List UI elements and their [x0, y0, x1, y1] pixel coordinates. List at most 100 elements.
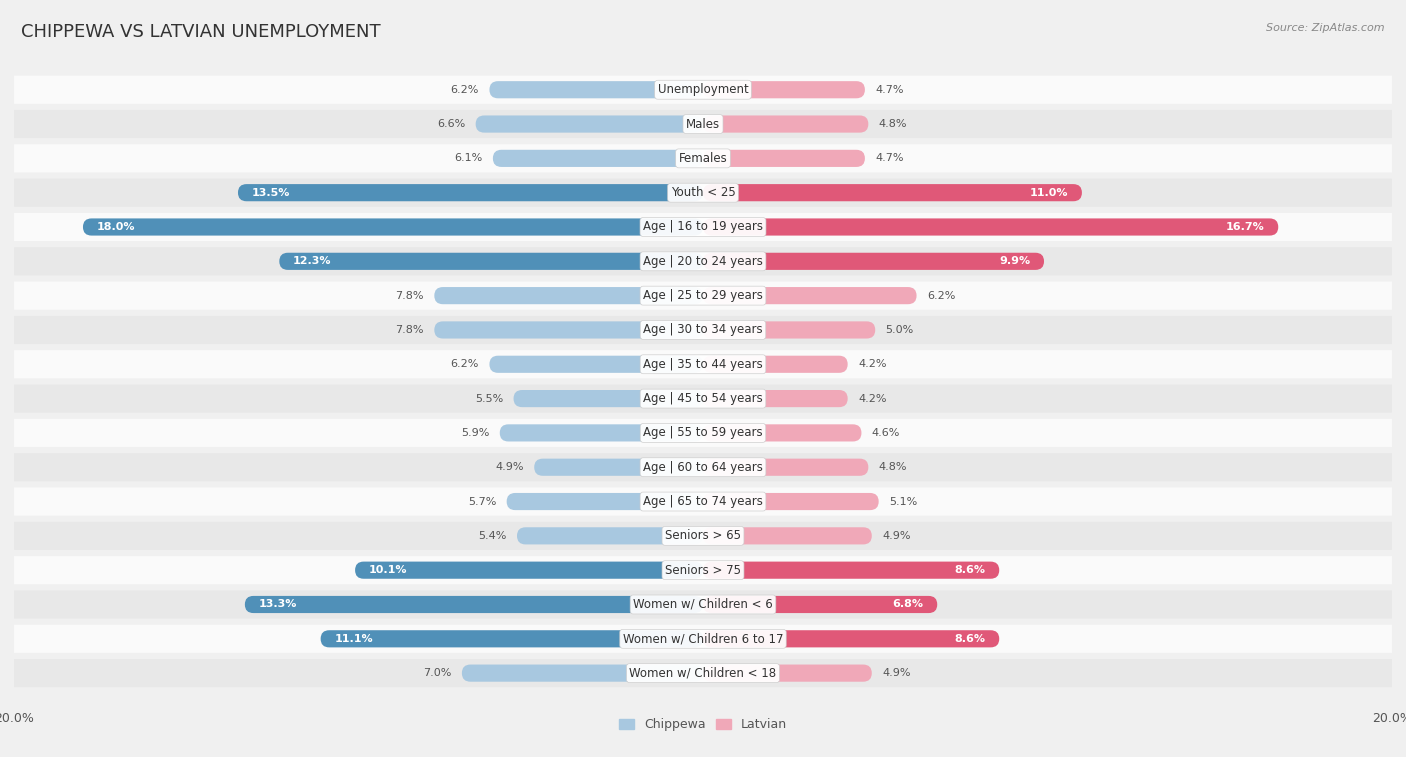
Text: 4.8%: 4.8%: [879, 463, 907, 472]
FancyBboxPatch shape: [461, 665, 703, 682]
FancyBboxPatch shape: [703, 562, 1000, 579]
FancyBboxPatch shape: [703, 287, 917, 304]
Text: Age | 55 to 59 years: Age | 55 to 59 years: [643, 426, 763, 439]
FancyBboxPatch shape: [14, 179, 1392, 207]
Text: Age | 45 to 54 years: Age | 45 to 54 years: [643, 392, 763, 405]
Text: Age | 60 to 64 years: Age | 60 to 64 years: [643, 461, 763, 474]
Text: 11.0%: 11.0%: [1029, 188, 1069, 198]
Text: Women w/ Children < 6: Women w/ Children < 6: [633, 598, 773, 611]
FancyBboxPatch shape: [489, 356, 703, 373]
FancyBboxPatch shape: [703, 184, 1083, 201]
Text: 6.8%: 6.8%: [893, 600, 924, 609]
Text: Youth < 25: Youth < 25: [671, 186, 735, 199]
FancyBboxPatch shape: [14, 385, 1392, 413]
FancyBboxPatch shape: [703, 322, 875, 338]
Text: Females: Females: [679, 152, 727, 165]
FancyBboxPatch shape: [703, 425, 862, 441]
FancyBboxPatch shape: [434, 322, 703, 338]
FancyBboxPatch shape: [506, 493, 703, 510]
FancyBboxPatch shape: [703, 116, 869, 132]
Text: 4.2%: 4.2%: [858, 360, 887, 369]
FancyBboxPatch shape: [14, 76, 1392, 104]
Text: 13.3%: 13.3%: [259, 600, 297, 609]
FancyBboxPatch shape: [703, 390, 848, 407]
Text: 13.5%: 13.5%: [252, 188, 290, 198]
Text: 4.9%: 4.9%: [495, 463, 524, 472]
Text: 9.9%: 9.9%: [1000, 257, 1031, 266]
FancyBboxPatch shape: [434, 287, 703, 304]
FancyBboxPatch shape: [494, 150, 703, 167]
Text: 5.5%: 5.5%: [475, 394, 503, 403]
FancyBboxPatch shape: [14, 522, 1392, 550]
Text: Unemployment: Unemployment: [658, 83, 748, 96]
FancyBboxPatch shape: [14, 556, 1392, 584]
Text: Age | 30 to 34 years: Age | 30 to 34 years: [643, 323, 763, 336]
Text: 4.6%: 4.6%: [872, 428, 900, 438]
Text: 5.7%: 5.7%: [468, 497, 496, 506]
FancyBboxPatch shape: [499, 425, 703, 441]
Text: Source: ZipAtlas.com: Source: ZipAtlas.com: [1267, 23, 1385, 33]
Text: Age | 35 to 44 years: Age | 35 to 44 years: [643, 358, 763, 371]
Text: Seniors > 65: Seniors > 65: [665, 529, 741, 542]
Text: CHIPPEWA VS LATVIAN UNEMPLOYMENT: CHIPPEWA VS LATVIAN UNEMPLOYMENT: [21, 23, 381, 41]
FancyBboxPatch shape: [14, 316, 1392, 344]
Text: Age | 25 to 29 years: Age | 25 to 29 years: [643, 289, 763, 302]
FancyBboxPatch shape: [703, 150, 865, 167]
Text: 6.1%: 6.1%: [454, 154, 482, 164]
Text: Women w/ Children < 18: Women w/ Children < 18: [630, 667, 776, 680]
FancyBboxPatch shape: [703, 356, 848, 373]
FancyBboxPatch shape: [703, 493, 879, 510]
FancyBboxPatch shape: [14, 419, 1392, 447]
FancyBboxPatch shape: [14, 453, 1392, 481]
Text: 8.6%: 8.6%: [955, 565, 986, 575]
FancyBboxPatch shape: [14, 248, 1392, 276]
FancyBboxPatch shape: [703, 459, 869, 476]
Text: 6.2%: 6.2%: [451, 85, 479, 95]
Text: 4.7%: 4.7%: [875, 154, 904, 164]
FancyBboxPatch shape: [14, 625, 1392, 653]
Text: 6.6%: 6.6%: [437, 119, 465, 129]
FancyBboxPatch shape: [534, 459, 703, 476]
Text: 11.1%: 11.1%: [335, 634, 373, 643]
FancyBboxPatch shape: [513, 390, 703, 407]
FancyBboxPatch shape: [703, 596, 938, 613]
Text: 6.2%: 6.2%: [927, 291, 955, 301]
Text: 4.7%: 4.7%: [875, 85, 904, 95]
FancyBboxPatch shape: [703, 253, 1045, 270]
FancyBboxPatch shape: [703, 528, 872, 544]
Text: 5.9%: 5.9%: [461, 428, 489, 438]
Text: Males: Males: [686, 117, 720, 130]
Text: 7.0%: 7.0%: [423, 668, 451, 678]
FancyBboxPatch shape: [14, 488, 1392, 516]
Text: 4.2%: 4.2%: [858, 394, 887, 403]
FancyBboxPatch shape: [475, 116, 703, 132]
FancyBboxPatch shape: [517, 528, 703, 544]
FancyBboxPatch shape: [238, 184, 703, 201]
Text: Age | 65 to 74 years: Age | 65 to 74 years: [643, 495, 763, 508]
FancyBboxPatch shape: [245, 596, 703, 613]
FancyBboxPatch shape: [703, 219, 1278, 235]
FancyBboxPatch shape: [489, 81, 703, 98]
FancyBboxPatch shape: [321, 631, 703, 647]
FancyBboxPatch shape: [703, 81, 865, 98]
Text: 7.8%: 7.8%: [395, 325, 425, 335]
FancyBboxPatch shape: [14, 282, 1392, 310]
FancyBboxPatch shape: [280, 253, 703, 270]
FancyBboxPatch shape: [703, 631, 1000, 647]
Text: 4.8%: 4.8%: [879, 119, 907, 129]
FancyBboxPatch shape: [14, 659, 1392, 687]
Legend: Chippewa, Latvian: Chippewa, Latvian: [614, 713, 792, 737]
Text: Women w/ Children 6 to 17: Women w/ Children 6 to 17: [623, 632, 783, 645]
Text: 5.4%: 5.4%: [478, 531, 506, 540]
Text: 6.2%: 6.2%: [451, 360, 479, 369]
FancyBboxPatch shape: [14, 110, 1392, 138]
FancyBboxPatch shape: [14, 145, 1392, 173]
Text: 16.7%: 16.7%: [1226, 222, 1264, 232]
FancyBboxPatch shape: [703, 665, 872, 682]
FancyBboxPatch shape: [83, 219, 703, 235]
Text: 4.9%: 4.9%: [882, 531, 911, 540]
Text: 12.3%: 12.3%: [292, 257, 332, 266]
Text: 10.1%: 10.1%: [368, 565, 408, 575]
FancyBboxPatch shape: [356, 562, 703, 579]
FancyBboxPatch shape: [14, 213, 1392, 241]
